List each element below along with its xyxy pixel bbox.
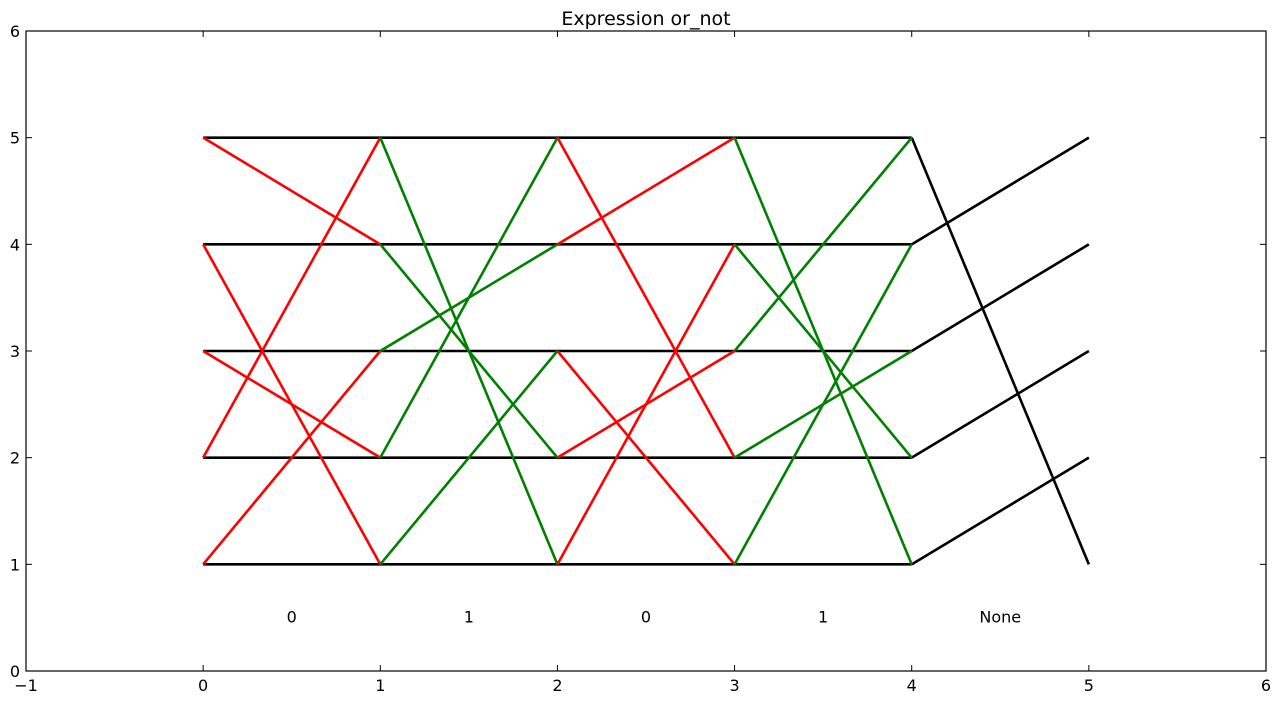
segment-annotation: 1 <box>818 608 828 627</box>
segment-annotation: 0 <box>641 608 651 627</box>
segment-black-6 <box>911 349 1090 459</box>
segment-red-14 <box>202 350 382 566</box>
segment-black-8 <box>911 136 1090 246</box>
segment-red-24 <box>556 243 736 565</box>
segment-green-19 <box>379 350 559 566</box>
y-tick-label: 5 <box>10 129 20 148</box>
y-tick-label: 3 <box>10 342 20 361</box>
x-tick-label: 0 <box>198 676 208 695</box>
x-tick-label: 4 <box>907 676 917 695</box>
segment-red-10 <box>202 136 381 246</box>
y-tick-label: 0 <box>10 662 20 681</box>
segment-red-20 <box>556 137 736 459</box>
segment-green-26 <box>733 243 913 459</box>
y-tick-label: 2 <box>10 449 20 468</box>
segment-annotation: 1 <box>464 608 474 627</box>
segment-green-29 <box>733 243 913 565</box>
x-tick-label: 2 <box>552 676 562 695</box>
segment-black-5 <box>911 456 1090 566</box>
annotations: 0 1 0 1 None <box>287 608 1022 627</box>
segment-green-27 <box>733 136 913 352</box>
x-tick-label: 3 <box>729 676 739 695</box>
y-tick-label: 6 <box>10 22 20 41</box>
y-tick-label: 1 <box>10 555 20 574</box>
segment-black-7 <box>911 243 1090 353</box>
segment-red-22 <box>556 350 736 566</box>
x-tick-label: 6 <box>1261 676 1271 695</box>
segment-green-16 <box>379 243 559 459</box>
x-tick-label: 1 <box>375 676 385 695</box>
plot-lines <box>202 136 1091 566</box>
segment-red-21 <box>556 136 736 246</box>
x-tick-label: −1 <box>14 676 38 695</box>
segment-annotation: 0 <box>287 608 297 627</box>
segment-red-12 <box>202 349 381 459</box>
segment-annotation: None <box>979 608 1021 627</box>
chart-title: Expression or_not <box>561 8 730 30</box>
plot-frame <box>25 30 1267 672</box>
segment-green-18 <box>379 137 559 459</box>
x-tick-label: 5 <box>1084 676 1094 695</box>
segment-red-13 <box>202 137 382 459</box>
y-tick-label: 4 <box>10 235 20 254</box>
segment-black-9 <box>910 137 1091 565</box>
